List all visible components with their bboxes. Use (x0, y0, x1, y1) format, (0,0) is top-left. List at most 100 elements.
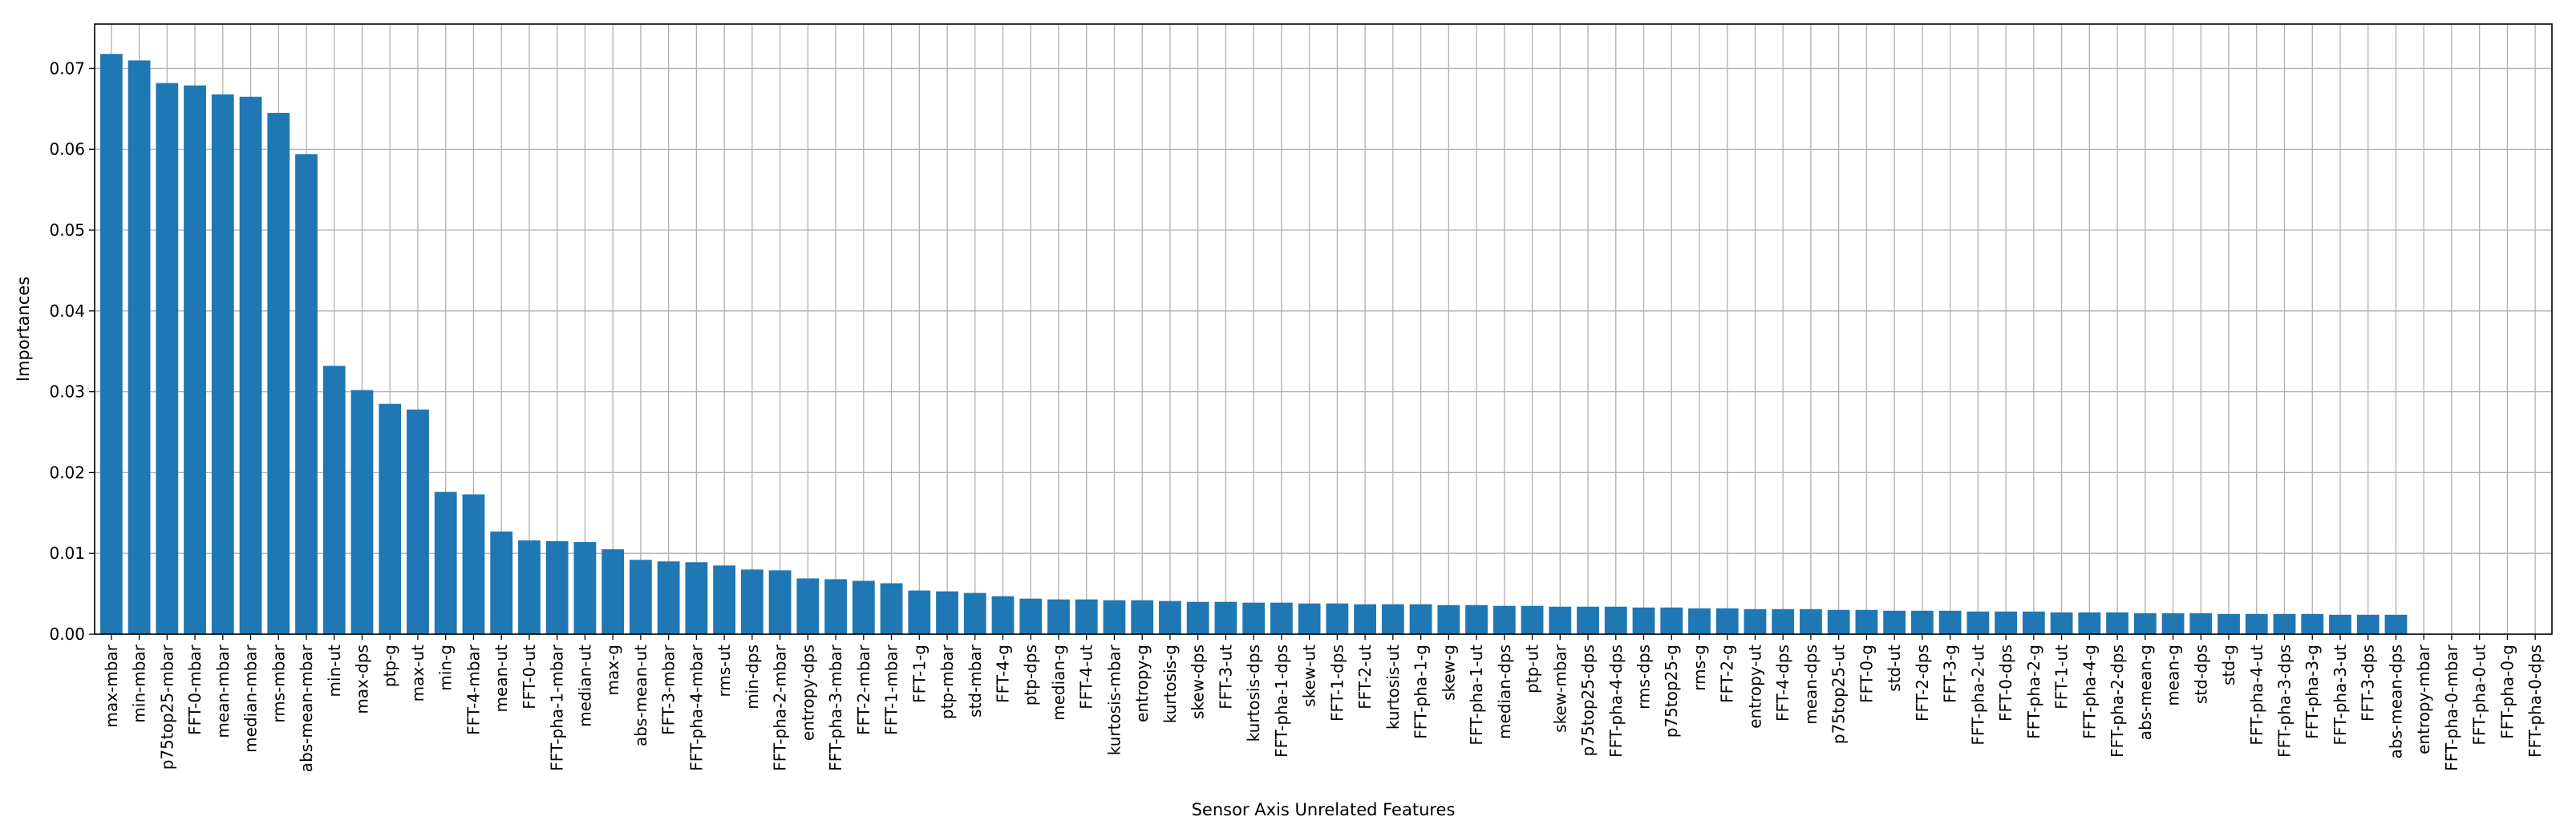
bar-FFT-pha-2-mbar (768, 570, 792, 634)
x-tick-label: FFT-2-ut (1355, 645, 1375, 710)
bar-ptp-mbar (936, 591, 958, 634)
x-axis-label: Sensor Axis Unrelated Features (1192, 800, 1456, 819)
bar-FFT-1-ut (2050, 612, 2073, 634)
x-tick-label: FFT-pha-4-dps (1606, 645, 1626, 758)
bar-min-g (434, 491, 457, 634)
x-tick-label: FFT-1-dps (1327, 645, 1347, 722)
x-tick-label: FFT-pha-4-mbar (687, 644, 706, 770)
bar-std-ut (1883, 610, 1906, 634)
x-tick-label: FFT-2-dps (1913, 645, 1932, 722)
bar-std-mbar (963, 592, 986, 634)
bar-rms-dps (1632, 607, 1655, 634)
bar-FFT-3-dps (2356, 614, 2380, 634)
bar-rms-g (1688, 608, 1711, 634)
y-axis-label: Importances (14, 277, 33, 382)
bar-FFT-4-ut (1075, 599, 1098, 634)
bar-median-ut (573, 542, 597, 634)
x-tick-label: FFT-pha-1-ut (1467, 645, 1486, 746)
x-tick-label: std-g (2219, 645, 2238, 685)
x-tick-label: FFT-pha-0-dps (2525, 645, 2545, 758)
bar-FFT-pha-3-dps (2273, 613, 2296, 634)
bar-FFT-pha-1-dps (1270, 602, 1293, 634)
bar-mean-ut (490, 531, 513, 634)
bar-FFT-3-ut (1214, 601, 1237, 634)
x-tick-label: p75top25-g (1662, 645, 1681, 738)
x-tick-label: FFT-3-dps (2359, 645, 2378, 722)
x-tick-label: max-g (603, 645, 622, 696)
bar-FFT-1-dps (1326, 603, 1349, 634)
x-tick-label: FFT-1-g (909, 645, 929, 703)
x-tick-label: median-dps (1495, 645, 1514, 739)
bar-FFT-pha-1-mbar (545, 541, 569, 634)
bar-p75top25-g (1660, 607, 1683, 634)
y-tick-label: 0.01 (49, 544, 85, 563)
x-tick-label: std-ut (1885, 645, 1904, 692)
x-tick-label: mean-ut (492, 645, 511, 713)
bar-p75top25-ut (1827, 609, 1850, 634)
x-tick-label: skew-ut (1300, 645, 1319, 707)
x-tick-label: FFT-pha-0-ut (2470, 645, 2489, 746)
x-tick-label: FFT-pha-2-mbar (771, 644, 790, 770)
bar-FFT-2-mbar (852, 580, 875, 634)
y-tick-label: 0.03 (49, 382, 85, 402)
x-tick-label: FFT-pha-0-mbar (2442, 644, 2461, 770)
bar-FFT-4-dps (1772, 609, 1795, 634)
x-tick-label: FFT-2-mbar (854, 644, 873, 735)
x-tick-label: skew-g (1439, 645, 1458, 701)
bar-skew-mbar (1549, 606, 1572, 634)
bar-abs-mean-ut (629, 560, 652, 634)
x-tick-label: FFT-1-mbar (882, 644, 901, 735)
x-tick-label: max-ut (408, 645, 427, 702)
x-tick-label: FFT-pha-2-dps (2108, 645, 2127, 758)
bar-max-ut (407, 409, 429, 634)
x-tick-label: skew-dps (1189, 645, 1208, 719)
x-tick-label: min-mbar (130, 644, 149, 722)
x-tick-label: ptp-g (380, 645, 399, 687)
bar-median-dps (1493, 605, 1516, 634)
x-tick-label: min-ut (325, 645, 344, 698)
bar-entropy-dps (796, 578, 820, 634)
bar-FFT-4-g (991, 596, 1015, 634)
x-tick-label: abs-mean-dps (2386, 645, 2405, 758)
bar-abs-mean-mbar (295, 154, 318, 634)
bar-kurtosis-dps (1242, 602, 1266, 634)
x-tick-label: FFT-4-mbar (464, 644, 483, 735)
x-tick-label: kurtosis-g (1160, 645, 1180, 723)
x-tick-label: FFT-pha-3-ut (2331, 645, 2350, 746)
bar-FFT-pha-1-ut (1465, 605, 1488, 634)
x-tick-label: FFT-pha-0-g (2497, 645, 2517, 739)
x-tick-label: entropy-dps (798, 645, 817, 741)
x-tick-label: median-g (1049, 645, 1068, 721)
x-tick-label: FFT-pha-4-ut (2247, 645, 2266, 746)
x-tick-label: p75top25-mbar (157, 644, 176, 770)
bar-min-dps (740, 569, 763, 634)
x-tick-label: std-mbar (966, 644, 985, 718)
x-tick-label: min-dps (743, 645, 762, 710)
bar-mean-mbar (211, 94, 234, 634)
bar-FFT-0-dps (1995, 611, 2018, 634)
bar-p75top25-dps (1577, 606, 1599, 634)
x-axis-ticks: max-mbar min-mbar p75top25-mbar FFT-0-mbar m… (102, 634, 2545, 772)
x-tick-label: ptp-ut (1523, 645, 1542, 693)
x-tick-label: max-dps (352, 645, 371, 714)
x-tick-label: entropy-g (1132, 645, 1152, 722)
bar-std-g (2218, 613, 2240, 634)
x-tick-label: FFT-pha-3-mbar (826, 644, 845, 770)
x-tick-label: FFT-0-g (1857, 645, 1876, 703)
y-tick-label: 0.00 (49, 625, 85, 644)
bar-rms-mbar (267, 112, 290, 635)
x-tick-label: FFT-0-dps (1996, 645, 2015, 722)
x-tick-label: FFT-3-g (1941, 645, 1960, 703)
bar-abs-mean-dps (2384, 614, 2408, 634)
bar-max-mbar (99, 54, 123, 634)
x-tick-label: FFT-4-ut (1077, 645, 1096, 710)
bar-FFT-pha-3-ut (2329, 614, 2351, 634)
bar-ptp-g (379, 403, 402, 634)
bar-entropy-g (1131, 600, 1154, 634)
x-tick-label: FFT-0-ut (520, 645, 539, 710)
bar-median-mbar (239, 96, 262, 635)
x-tick-label: rms-dps (1634, 645, 1654, 710)
x-tick-label: FFT-2-g (1718, 645, 1737, 703)
bar-median-g (1047, 599, 1070, 634)
